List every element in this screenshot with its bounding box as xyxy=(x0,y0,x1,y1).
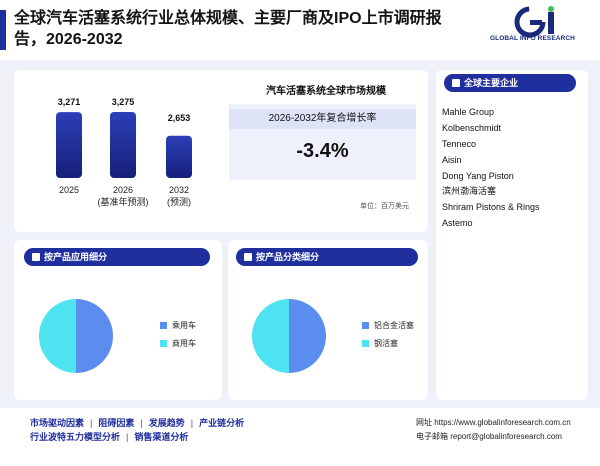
footer-link[interactable]: 销售渠道分析 xyxy=(134,432,189,442)
footer-link[interactable]: 产业链分析 xyxy=(199,418,245,428)
legend-label: 钢活塞 xyxy=(374,339,398,348)
bar xyxy=(56,112,82,178)
legend-swatch xyxy=(362,340,369,347)
list-item: Shriram Pistons & Rings xyxy=(442,202,540,213)
type-segment-title: 按产品分类细分 xyxy=(256,252,320,262)
list-item: Tenneco xyxy=(442,138,477,149)
legend-item: 商用车 xyxy=(160,339,196,349)
pie-slice xyxy=(76,299,113,373)
application-segment-header: 按产品应用细分 xyxy=(24,248,210,266)
bullet-icon xyxy=(32,253,40,261)
companies-header: 全球主要企业 xyxy=(444,74,576,92)
application-pie-chart xyxy=(39,299,113,373)
email-link[interactable]: 电子邮箱 report@globalinforesearch.com xyxy=(416,432,562,441)
type-segment-header: 按产品分类细分 xyxy=(236,248,418,266)
gir-logo-icon xyxy=(514,6,554,38)
company-list: Mahle Group Kolbenschmidt Tenneco Aisin … xyxy=(442,105,587,232)
legend-item: 乘用车 xyxy=(160,321,196,331)
legend-swatch xyxy=(160,340,167,347)
separator: | xyxy=(90,418,93,428)
legend-label: 乘用车 xyxy=(172,321,196,330)
legend-item: 钢活塞 xyxy=(362,339,398,349)
legend-label: 商用车 xyxy=(172,339,196,348)
website-link[interactable]: 网址 https://www.globalinforesearch.com.cn xyxy=(416,418,571,427)
legend-label: 铝合金活塞 xyxy=(374,321,414,330)
application-segment-title: 按产品应用细分 xyxy=(44,252,108,262)
pie-slice xyxy=(252,299,289,373)
bullet-icon xyxy=(452,79,460,87)
report-header: 全球汽车活塞系统行业总体规模、主要厂商及IPO上市调研报告，2026-2032 … xyxy=(0,0,600,60)
separator: | xyxy=(126,432,129,442)
type-pie-chart xyxy=(252,299,326,373)
bar-category-label: (预测) xyxy=(167,197,191,207)
title-accent-bar xyxy=(0,10,6,50)
footer-topic-links: 市场驱动因素 | 阻碍因素 | 发展趋势 | 产业链分析 行业波特五力模型分析 | 销售渠道分析 xyxy=(30,416,390,444)
companies-panel xyxy=(436,70,588,400)
cagr-label: 2026-2032年复合增长率 xyxy=(229,109,416,129)
companies-title: 全球主要企业 xyxy=(464,78,519,88)
bullet-icon xyxy=(244,253,252,261)
list-item: Kolbenschmidt xyxy=(442,122,502,133)
list-item: Mahle Group xyxy=(442,107,495,117)
list-item: Aisin xyxy=(442,154,462,165)
bar-value-label: 2,653 xyxy=(168,113,191,123)
unit-label: 单位：百万美元 xyxy=(360,203,409,210)
bar-value-label: 3,275 xyxy=(112,97,135,107)
pie-slice xyxy=(39,299,76,373)
footer-link[interactable]: 市场驱动因素 xyxy=(30,418,85,428)
market-size-bar-chart: 3,271 3,275 2,653 2025 2026 (基准年预测) 2032… xyxy=(56,97,192,207)
footer-link[interactable]: 发展趋势 xyxy=(148,418,185,428)
bar-category-label: 2032 xyxy=(169,185,189,195)
bar-category-label: (基准年预测) xyxy=(98,196,149,207)
bar-value-label: 3,271 xyxy=(58,97,81,107)
report-footer xyxy=(0,408,600,466)
pie-slice xyxy=(289,299,326,373)
separator: | xyxy=(140,418,143,428)
separator: | xyxy=(190,418,194,428)
footer-contact: 网址 https://www.globalinforesearch.com.cn… xyxy=(416,416,600,444)
logo-text: GLOBAL INFO RESEARCH xyxy=(490,35,575,42)
legend-item: 铝合金活塞 xyxy=(362,321,414,331)
bar-category-label: 2025 xyxy=(59,185,79,195)
list-item: 滨州渤海活塞 xyxy=(442,186,497,197)
legend-swatch xyxy=(160,322,167,329)
list-item: Dong Yang Piston xyxy=(442,170,514,181)
footer-link[interactable]: 阻碍因素 xyxy=(98,418,135,428)
cagr-value: -3.4% xyxy=(296,140,349,162)
legend-swatch xyxy=(362,322,369,329)
footer-links-row: 市场驱动因素 | 阻碍因素 | 发展趋势 | 产业链分析 xyxy=(30,416,390,430)
bar xyxy=(166,135,192,178)
market-size-title: 汽车活塞系统全球市场规模 xyxy=(266,86,386,97)
bar xyxy=(110,112,136,178)
list-item: Astemo xyxy=(442,218,473,229)
bar-category-label: 2026 xyxy=(113,185,133,195)
footer-links-row: 行业波特五力模型分析 | 销售渠道分析 xyxy=(30,430,390,444)
footer-link[interactable]: 行业波特五力模型分析 xyxy=(30,432,121,442)
report-title: 全球汽车活塞系统行业总体规模、主要厂商及IPO上市调研报告，2026-2032 xyxy=(14,10,442,48)
